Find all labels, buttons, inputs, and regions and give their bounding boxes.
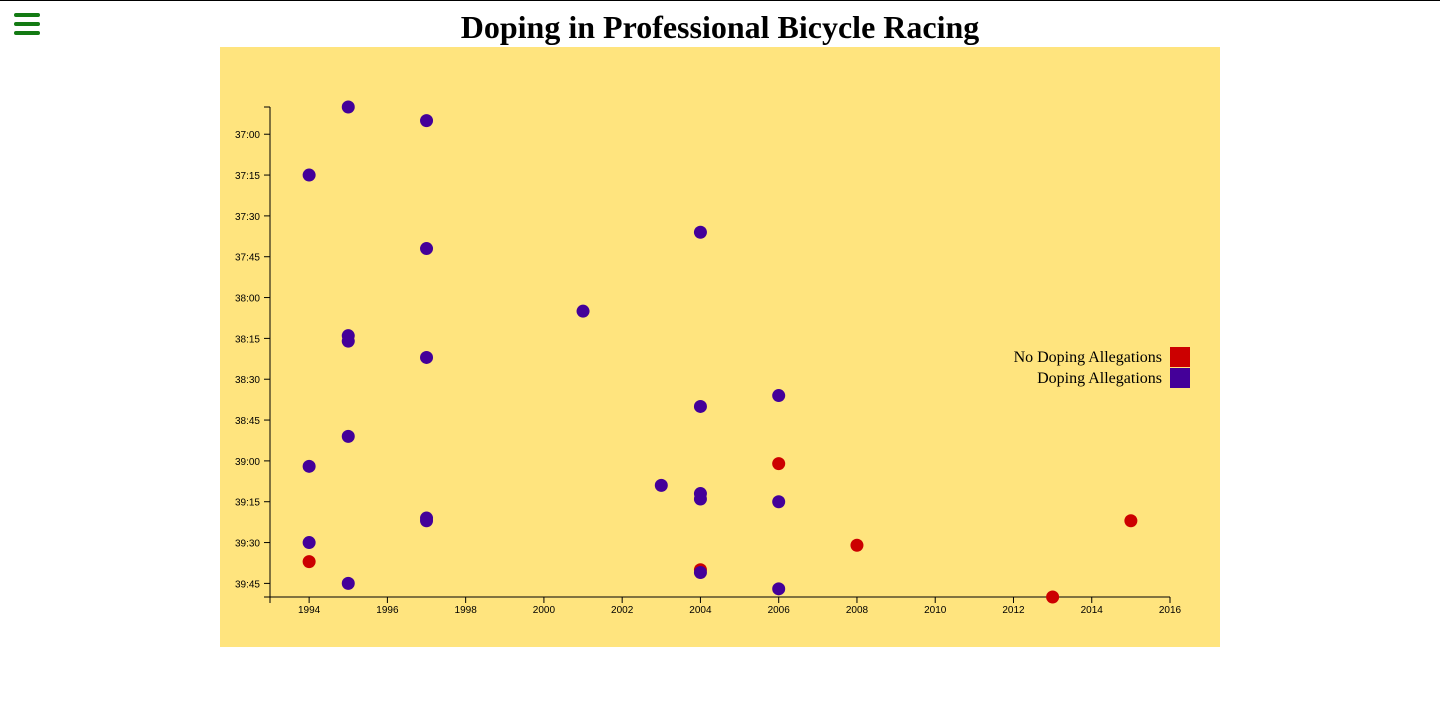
y-tick-label: 37:45: [235, 253, 260, 264]
data-point[interactable]: [772, 457, 786, 471]
x-tick-label: 1994: [298, 605, 321, 616]
data-point[interactable]: [341, 100, 355, 114]
data-point[interactable]: [302, 555, 316, 569]
y-tick-label: 37:00: [235, 130, 260, 141]
y-tick-label: 39:00: [235, 457, 260, 468]
data-point[interactable]: [420, 114, 434, 128]
data-point[interactable]: [772, 389, 786, 403]
data-point[interactable]: [693, 566, 707, 579]
data-point[interactable]: [693, 225, 707, 239]
y-tick-label: 39:30: [235, 539, 260, 550]
y-tick-label: 37:15: [235, 171, 260, 182]
y-tick-label: 39:15: [235, 498, 260, 509]
y-tick-label: 38:45: [235, 416, 260, 427]
data-point[interactable]: [850, 538, 864, 552]
data-point[interactable]: [302, 168, 316, 182]
data-point[interactable]: [1046, 590, 1060, 604]
data-point[interactable]: [341, 576, 355, 590]
x-tick-label: 2004: [689, 605, 712, 616]
data-point[interactable]: [772, 495, 786, 509]
x-tick-label: 2010: [924, 605, 947, 616]
y-tick-label: 37:30: [235, 212, 260, 223]
x-tick-label: 2000: [533, 605, 556, 616]
x-tick-label: 2008: [846, 605, 869, 616]
y-tick-label: 38:30: [235, 375, 260, 386]
data-point[interactable]: [341, 334, 355, 348]
data-point[interactable]: [302, 536, 316, 550]
y-tick-label: 38:15: [235, 334, 260, 345]
legend-label: No Doping Allegations: [1014, 349, 1162, 366]
legend-label: Doping Allegations: [1037, 370, 1162, 387]
data-point[interactable]: [576, 304, 590, 318]
legend-swatch: [1170, 368, 1190, 388]
x-tick-label: 2006: [768, 605, 791, 616]
data-point[interactable]: [420, 350, 434, 364]
menu-bar-middle: [14, 22, 40, 26]
x-tick-label: 2014: [1081, 605, 1104, 616]
data-point[interactable]: [420, 242, 434, 256]
hamburger-menu-icon[interactable]: [14, 13, 40, 35]
x-tick-label: 1996: [376, 605, 399, 616]
x-tick-label: 1998: [455, 605, 478, 616]
legend-swatch: [1170, 347, 1190, 367]
x-tick-label: 2002: [611, 605, 634, 616]
data-point[interactable]: [1124, 514, 1138, 528]
x-tick-label: 2016: [1159, 605, 1182, 616]
scatter-chart: 1994 1996 1998 2000 2002 2004 2006 2008 2010 2012…: [235, 100, 1190, 616]
data-point[interactable]: [302, 459, 316, 473]
chart-panel: 1994 1996 1998 2000 2002 2004 2006 2008 2010 2012…: [220, 47, 1220, 647]
data-point[interactable]: [693, 492, 707, 506]
y-tick-label: 38:00: [235, 294, 260, 305]
data-point[interactable]: [772, 582, 786, 596]
menu-bar-bottom: [14, 31, 40, 35]
x-tick-label: 2012: [1002, 605, 1025, 616]
y-tick-label: 39:45: [235, 579, 260, 590]
data-point[interactable]: [693, 399, 707, 413]
menu-bar-top: [14, 13, 40, 17]
data-point[interactable]: [341, 429, 355, 443]
data-point[interactable]: [420, 514, 434, 528]
data-point[interactable]: [654, 478, 668, 492]
page-title: Doping in Professional Bicycle Racing: [460, 9, 980, 45]
